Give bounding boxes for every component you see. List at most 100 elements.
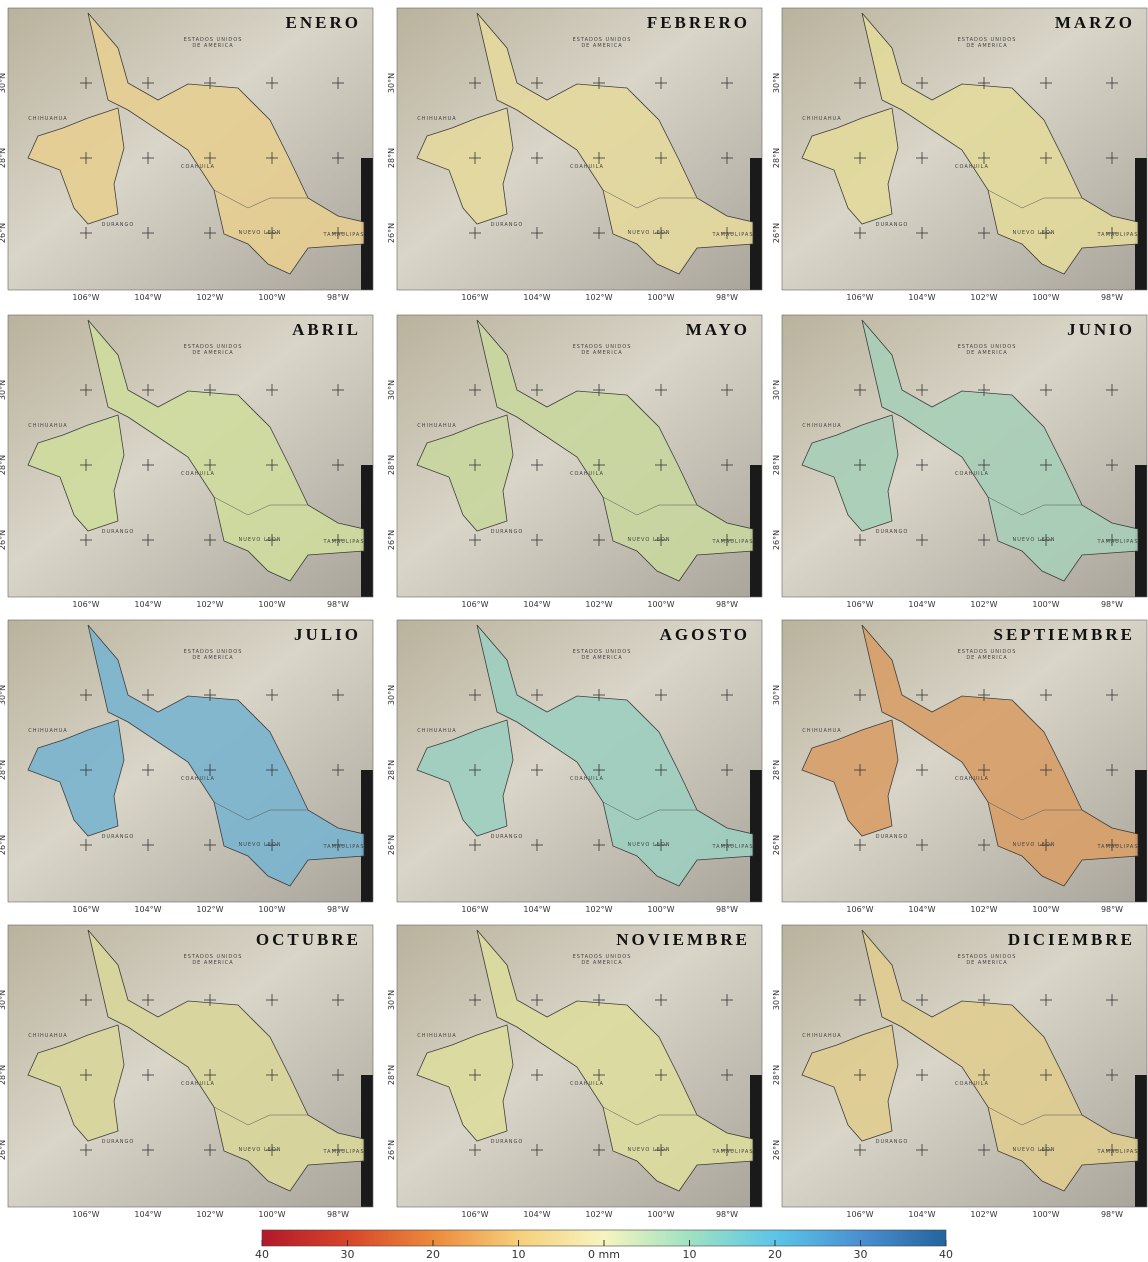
lon-label: 100°W (258, 293, 285, 302)
lon-label: 104°W (908, 1210, 935, 1219)
place-label: NUEVO LEON (1012, 842, 1055, 848)
lat-label: 26°N (772, 530, 781, 550)
lon-label: 100°W (647, 1210, 674, 1219)
lat-label: 26°N (0, 223, 7, 243)
place-label: DURANGO (491, 529, 524, 535)
place-label: DURANGO (491, 1139, 524, 1145)
place-label: NUEVO LEON (238, 537, 281, 543)
lat-label: 28°N (772, 1065, 781, 1085)
map-panel: MARZOESTADOS UNIDOSDE AMERICACHIHUAHUACO… (772, 8, 1147, 302)
place-label: COAHUILA (570, 164, 604, 170)
colorbar-label: 20 (768, 1248, 782, 1261)
lon-label: 106°W (72, 905, 99, 914)
place-label: CHIHUAHUA (28, 423, 67, 429)
lon-label: 106°W (461, 600, 488, 609)
lon-label: 98°W (1101, 293, 1123, 302)
month-title: NOVIEMBRE (616, 930, 750, 949)
lon-label: 98°W (1101, 600, 1123, 609)
lat-label: 26°N (387, 835, 396, 855)
lat-label: 26°N (387, 1140, 396, 1160)
month-title: MARZO (1055, 13, 1135, 32)
place-label: CHIHUAHUA (28, 1033, 67, 1039)
place-label: COAHUILA (955, 776, 989, 782)
lon-label: 100°W (1032, 905, 1059, 914)
lat-label: 28°N (387, 1065, 396, 1085)
place-label: TAMAULIPAS (322, 1149, 364, 1155)
lon-label: 106°W (461, 905, 488, 914)
place-label: TAMAULIPAS (711, 539, 753, 545)
lon-label: 106°W (72, 1210, 99, 1219)
lon-label: 104°W (134, 905, 161, 914)
lon-label: 100°W (647, 293, 674, 302)
lat-label: 28°N (387, 455, 396, 475)
map-panel: ABRILESTADOS UNIDOSDE AMERICACHIHUAHUACO… (0, 315, 373, 609)
lat-label: 28°N (0, 148, 7, 168)
place-label: CHIHUAHUA (417, 1033, 456, 1039)
lon-label: 98°W (1101, 1210, 1123, 1219)
place-label: COAHUILA (955, 1081, 989, 1087)
lat-label: 26°N (387, 223, 396, 243)
place-label: DE AMERICA (192, 960, 233, 966)
lon-label: 102°W (585, 1210, 612, 1219)
place-label: DE AMERICA (192, 655, 233, 661)
place-label: DE AMERICA (966, 655, 1007, 661)
lat-label: 26°N (387, 530, 396, 550)
place-label: TAMAULIPAS (711, 844, 753, 850)
place-label: DURANGO (491, 222, 524, 228)
lon-label: 98°W (327, 293, 349, 302)
lat-label: 28°N (772, 148, 781, 168)
map-panel: ENEROESTADOS UNIDOSDE AMERICACHIHUAHUACO… (0, 8, 373, 302)
lon-label: 106°W (846, 600, 873, 609)
lat-label: 28°N (0, 1065, 7, 1085)
lat-label: 26°N (0, 530, 7, 550)
month-title: MAYO (686, 320, 750, 339)
lon-label: 98°W (327, 1210, 349, 1219)
month-title: ENERO (286, 13, 361, 32)
month-title: DICIEMBRE (1008, 930, 1135, 949)
lat-label: 30°N (772, 990, 781, 1010)
place-label: DE AMERICA (192, 43, 233, 49)
lon-label: 102°W (196, 600, 223, 609)
place-label: TAMAULIPAS (1096, 232, 1138, 238)
colorbar-label: 20 (426, 1248, 440, 1261)
month-title: ABRIL (292, 320, 361, 339)
lat-label: 30°N (0, 380, 7, 400)
lat-label: 28°N (387, 148, 396, 168)
lat-label: 28°N (387, 760, 396, 780)
place-label: NUEVO LEON (627, 842, 670, 848)
place-label: DURANGO (102, 529, 135, 535)
month-title: JULIO (294, 625, 361, 644)
lon-label: 104°W (908, 293, 935, 302)
place-label: TAMAULIPAS (1096, 539, 1138, 545)
lon-label: 100°W (258, 905, 285, 914)
place-label: NUEVO LEON (238, 1147, 281, 1153)
lat-label: 26°N (772, 223, 781, 243)
lon-label: 104°W (523, 293, 550, 302)
place-label: NUEVO LEON (627, 230, 670, 236)
lon-label: 98°W (1101, 905, 1123, 914)
place-label: DE AMERICA (966, 350, 1007, 356)
lat-label: 28°N (0, 455, 7, 475)
lat-label: 28°N (0, 760, 7, 780)
place-label: DE AMERICA (966, 960, 1007, 966)
lon-label: 104°W (134, 1210, 161, 1219)
place-label: DURANGO (102, 1139, 135, 1145)
lon-label: 100°W (258, 1210, 285, 1219)
place-label: CHIHUAHUA (802, 1033, 841, 1039)
lon-label: 102°W (585, 293, 612, 302)
place-label: DE AMERICA (581, 655, 622, 661)
colorbar-label: 40 (939, 1248, 953, 1261)
lon-label: 102°W (585, 905, 612, 914)
lon-label: 102°W (970, 293, 997, 302)
lon-label: 102°W (196, 293, 223, 302)
lat-label: 30°N (387, 990, 396, 1010)
place-label: TAMAULIPAS (711, 232, 753, 238)
lon-label: 100°W (1032, 1210, 1059, 1219)
month-title: AGOSTO (660, 625, 750, 644)
place-label: DURANGO (876, 222, 909, 228)
lon-label: 98°W (716, 905, 738, 914)
place-label: COAHUILA (570, 471, 604, 477)
lat-label: 28°N (772, 455, 781, 475)
